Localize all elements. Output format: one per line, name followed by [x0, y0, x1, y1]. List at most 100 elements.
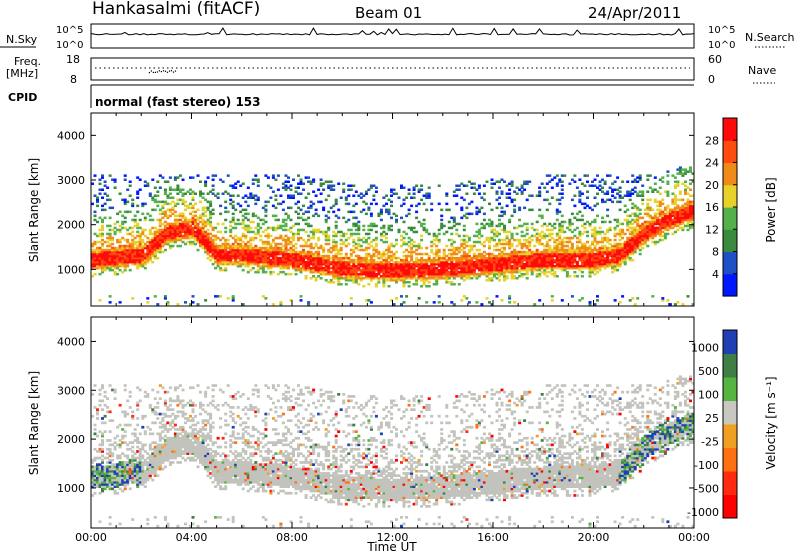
power-cell [465, 206, 469, 210]
power-cell [633, 226, 637, 230]
power-cell [633, 218, 637, 222]
power-cell [472, 272, 476, 276]
power-cell [106, 198, 110, 202]
power-cell [500, 228, 504, 232]
power-x-ticks [90, 113, 695, 306]
power-cell [671, 222, 675, 226]
power-cell [455, 194, 459, 197]
power-cell [329, 270, 333, 274]
power-cell [596, 258, 599, 262]
power-cell [611, 200, 615, 204]
power-cell [578, 178, 582, 181]
power-cell [206, 206, 210, 210]
power-cell [385, 258, 388, 262]
power-cell [628, 232, 632, 236]
power-cell [543, 268, 547, 272]
power-cell [467, 256, 471, 260]
power-cell [400, 204, 403, 208]
power-cell [596, 270, 599, 274]
power-cell [101, 238, 104, 242]
power-cell [294, 272, 298, 276]
power-cell [686, 202, 690, 206]
power-cell [513, 270, 517, 274]
power-cell [543, 258, 547, 262]
power-cell [322, 256, 326, 260]
power-cell [367, 232, 371, 236]
power-cell [480, 196, 484, 199]
power-cell [181, 224, 185, 228]
power-cell [563, 174, 567, 177]
power-cell [332, 266, 336, 270]
power-cell [141, 228, 145, 232]
power-cell [307, 266, 311, 270]
power-cell [663, 234, 667, 238]
power-cell [498, 264, 501, 268]
power-cell [221, 268, 225, 272]
velocity-cell [91, 393, 94, 396]
power-cell [390, 262, 393, 266]
power-cell [244, 208, 248, 212]
power-cell [287, 248, 290, 252]
power-cell [460, 262, 464, 266]
power-cell [317, 258, 321, 262]
power-cell [113, 254, 117, 258]
power-cell [289, 218, 293, 222]
power-cell [400, 238, 403, 242]
power-cell [344, 196, 348, 199]
power-cell [184, 230, 187, 234]
power-cell [367, 266, 371, 270]
power-cell [686, 218, 690, 222]
nsearch-tick-bottom: 10^0 [708, 40, 735, 51]
power-cell [643, 222, 647, 226]
power-cell [596, 252, 599, 256]
power-cell [304, 264, 308, 268]
power-cell [415, 248, 419, 252]
power-cell [616, 250, 620, 254]
power-cell [184, 232, 187, 236]
power-cell [593, 228, 597, 232]
power-cell [437, 248, 441, 252]
power-cell [430, 272, 434, 276]
power-cell [570, 264, 574, 268]
power-cell [400, 277, 403, 280]
power-cell [332, 281, 336, 284]
velocity-cell [93, 432, 97, 436]
power-cell [460, 258, 464, 262]
velocity-cell [93, 428, 97, 431]
power-cell [641, 184, 645, 187]
power-cell [367, 246, 371, 250]
velocity-cell [93, 465, 97, 469]
power-cell [430, 240, 434, 244]
power-cell [309, 262, 313, 266]
power-cell [322, 254, 326, 258]
power-cell [410, 228, 414, 232]
power-cell [349, 268, 353, 272]
power-cell [271, 256, 275, 260]
power-cell [673, 198, 677, 202]
power-cell [219, 262, 223, 266]
power-cell [299, 228, 303, 232]
power-cell [450, 256, 454, 260]
power-cell [158, 236, 162, 240]
power-cell [420, 222, 424, 226]
power-cell [194, 236, 197, 240]
power-cell [357, 254, 361, 258]
power-cell [586, 204, 589, 208]
power-cell [279, 258, 283, 262]
power-cell [603, 244, 607, 248]
power-cell [395, 218, 398, 222]
power-cell [678, 218, 682, 222]
power-cell [118, 301, 122, 304]
power-cell [666, 228, 670, 232]
power-cell [508, 244, 512, 248]
power-cell [141, 230, 145, 234]
power-cell [91, 202, 94, 206]
power-cell [178, 228, 182, 232]
power-cell [261, 270, 265, 274]
power-cell [616, 248, 620, 252]
power-cell [387, 277, 391, 280]
power-cell [447, 238, 451, 242]
power-cell [560, 246, 564, 250]
power-cell [603, 252, 607, 256]
power-cell [224, 254, 228, 258]
